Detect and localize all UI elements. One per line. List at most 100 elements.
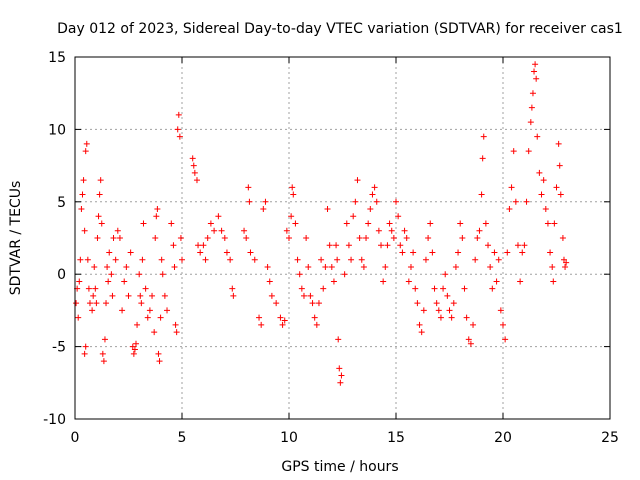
data-point <box>452 263 459 270</box>
data-point <box>350 213 357 220</box>
data-point <box>292 220 299 227</box>
data-point <box>527 119 534 126</box>
data-point <box>77 256 84 263</box>
data-point <box>277 314 284 321</box>
data-point <box>523 198 530 205</box>
data-point <box>168 220 175 227</box>
data-point <box>384 242 391 249</box>
data-point <box>311 314 318 321</box>
data-point <box>179 256 185 263</box>
data-point <box>553 184 560 191</box>
data-point <box>397 242 404 249</box>
data-point <box>435 307 442 314</box>
data-point <box>461 285 468 292</box>
data-point <box>309 300 316 307</box>
x-tick-label: 10 <box>280 430 298 446</box>
data-point <box>395 213 402 220</box>
data-point <box>273 300 280 307</box>
y-tick-label: -10 <box>43 412 66 428</box>
data-point <box>551 220 558 227</box>
data-point <box>478 191 485 198</box>
data-point <box>448 314 455 321</box>
data-point <box>533 75 540 82</box>
data-point <box>326 242 333 249</box>
data-point <box>369 191 376 198</box>
data-point <box>338 372 345 379</box>
data-point <box>262 198 269 205</box>
chart-title: Day 012 of 2023, Sidereal Day-to-day VTE… <box>57 21 623 37</box>
data-point <box>420 307 427 314</box>
data-point <box>296 271 303 278</box>
data-point <box>324 206 331 213</box>
data-point <box>437 314 444 321</box>
data-point <box>144 314 151 321</box>
data-point <box>305 263 312 270</box>
data-point <box>474 235 481 241</box>
data-point <box>96 191 103 198</box>
data-point <box>363 235 370 241</box>
data-point <box>98 220 105 227</box>
data-point <box>81 350 88 357</box>
y-tick-label: 5 <box>57 195 66 211</box>
data-point <box>223 249 230 256</box>
data-point <box>334 256 341 263</box>
data-point <box>457 220 464 227</box>
data-point <box>427 220 434 227</box>
data-point <box>517 278 524 285</box>
data-point <box>191 169 198 176</box>
data-point <box>73 300 80 307</box>
data-point <box>97 177 104 184</box>
data-point <box>229 285 236 292</box>
y-tick-label: 15 <box>48 50 66 66</box>
data-point <box>487 263 494 270</box>
data-point <box>170 242 177 249</box>
data-point <box>78 206 85 213</box>
data-point <box>116 235 123 241</box>
data-point <box>193 177 200 184</box>
data-point <box>119 307 126 314</box>
data-point <box>251 256 258 263</box>
data-point <box>260 206 267 213</box>
data-point <box>440 285 447 292</box>
data-point <box>154 206 161 213</box>
data-point <box>104 263 111 270</box>
data-point <box>534 133 541 140</box>
data-point <box>508 184 515 191</box>
data-point <box>521 242 528 249</box>
data-point <box>414 300 421 307</box>
data-point <box>256 314 263 321</box>
data-point <box>336 365 343 372</box>
data-point <box>247 249 254 256</box>
data-point <box>121 278 128 285</box>
x-tick-label: 15 <box>387 430 405 446</box>
data-point <box>341 271 348 278</box>
data-point <box>495 256 502 263</box>
data-point <box>146 307 153 314</box>
data-point <box>313 321 320 328</box>
data-point <box>289 184 296 191</box>
data-point <box>197 249 204 256</box>
data-point <box>450 300 457 307</box>
y-tick-label: -5 <box>52 340 66 356</box>
data-point <box>320 285 327 292</box>
data-point <box>190 162 197 169</box>
data-point <box>380 278 387 285</box>
data-point <box>333 242 340 249</box>
data-point <box>371 184 378 191</box>
data-point <box>106 249 113 256</box>
data-point <box>401 227 408 234</box>
data-points <box>73 61 570 386</box>
data-point <box>322 263 329 270</box>
data-point <box>200 242 207 249</box>
data-point <box>300 292 307 299</box>
data-point <box>556 162 563 169</box>
plot-frame <box>74 56 611 420</box>
y-tick-label: 10 <box>48 122 66 138</box>
data-point <box>294 256 301 263</box>
data-point <box>480 133 487 140</box>
data-point <box>158 256 165 263</box>
data-point <box>211 227 218 234</box>
data-point <box>171 263 178 270</box>
data-point <box>153 213 160 220</box>
